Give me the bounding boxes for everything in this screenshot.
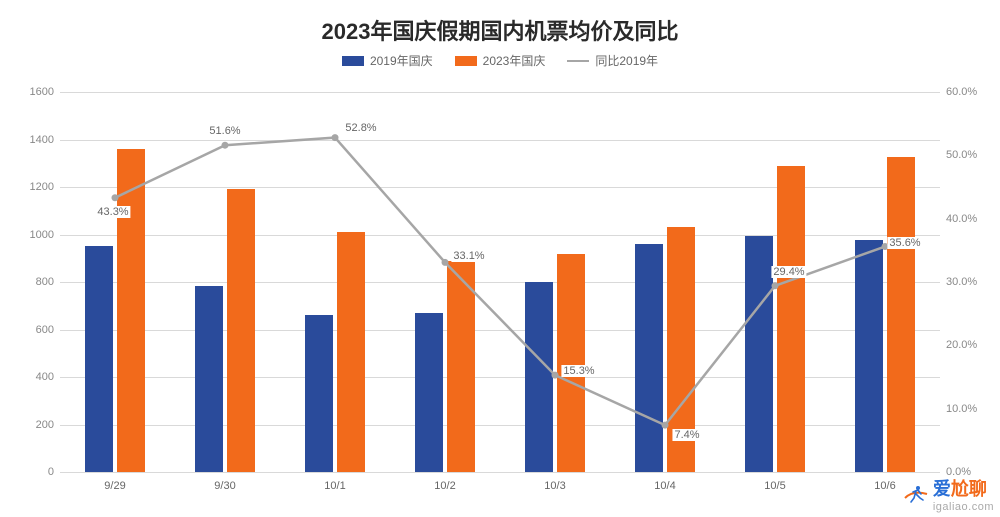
gridline bbox=[60, 472, 940, 473]
x-axis-label: 10/4 bbox=[654, 480, 675, 492]
legend-label: 同比2019年 bbox=[595, 52, 658, 69]
y-axis-left-label: 400 bbox=[36, 371, 60, 383]
chart-plot-area: 020040060080010001200140016000.0%10.0%20… bbox=[60, 92, 940, 472]
legend-line-swatch bbox=[567, 60, 589, 62]
legend-label: 2023年国庆 bbox=[483, 52, 546, 69]
y-axis-right-label: 60.0% bbox=[940, 86, 977, 98]
y-axis-right-label: 20.0% bbox=[940, 339, 977, 351]
line-data-label: 51.6% bbox=[207, 125, 242, 137]
line-data-label: 7.4% bbox=[672, 429, 701, 441]
legend-bar-swatch bbox=[455, 56, 477, 66]
watermark: 爱尬聊 igaliao.com bbox=[903, 475, 994, 513]
legend-label: 2019年国庆 bbox=[370, 52, 433, 69]
x-axis-label: 10/1 bbox=[324, 480, 345, 492]
legend-item: 2019年国庆 bbox=[342, 52, 433, 69]
brand-domain: igaliao.com bbox=[933, 501, 994, 513]
y-axis-left-label: 1000 bbox=[30, 229, 60, 241]
y-axis-right-label: 10.0% bbox=[940, 403, 977, 415]
line-data-label: 43.3% bbox=[95, 206, 130, 218]
line-data-label: 52.8% bbox=[343, 122, 378, 134]
y-axis-right-label: 30.0% bbox=[940, 276, 977, 288]
legend-bar-swatch bbox=[342, 56, 364, 66]
runner-icon bbox=[903, 484, 929, 504]
y-axis-right-label: 40.0% bbox=[940, 213, 977, 225]
line-data-label: 33.1% bbox=[451, 250, 486, 262]
chart-title: 2023年国庆假期国内机票均价及同比 bbox=[0, 0, 1000, 46]
line-data-label: 15.3% bbox=[561, 365, 596, 377]
x-axis-label: 9/30 bbox=[214, 480, 235, 492]
line-data-label: 35.6% bbox=[887, 237, 922, 249]
x-axis-label: 10/3 bbox=[544, 480, 565, 492]
legend-item: 同比2019年 bbox=[567, 52, 658, 69]
line-series bbox=[60, 92, 940, 472]
legend-item: 2023年国庆 bbox=[455, 52, 546, 69]
y-axis-left-label: 600 bbox=[36, 324, 60, 336]
chart-container: 2023年国庆假期国内机票均价及同比 2019年国庆 2023年国庆 同比2019年… bbox=[0, 0, 1000, 517]
x-axis-label: 9/29 bbox=[104, 480, 125, 492]
y-axis-right-label: 50.0% bbox=[940, 149, 977, 161]
y-axis-left-label: 200 bbox=[36, 419, 60, 431]
brand-text-1: 爱 bbox=[933, 479, 951, 499]
x-axis-label: 10/5 bbox=[764, 480, 785, 492]
y-axis-left-label: 0 bbox=[48, 466, 60, 478]
y-axis-left-label: 1400 bbox=[30, 134, 60, 146]
y-axis-left-label: 1200 bbox=[30, 181, 60, 193]
chart-legend: 2019年国庆 2023年国庆 同比2019年 bbox=[0, 52, 1000, 69]
y-axis-left-label: 800 bbox=[36, 276, 60, 288]
y-axis-left-label: 1600 bbox=[30, 86, 60, 98]
x-axis-label: 10/6 bbox=[874, 480, 895, 492]
watermark-text: 爱尬聊 igaliao.com bbox=[933, 475, 994, 513]
line-data-label: 29.4% bbox=[771, 266, 806, 278]
x-axis-label: 10/2 bbox=[434, 480, 455, 492]
brand-text-2: 尬聊 bbox=[951, 479, 987, 499]
